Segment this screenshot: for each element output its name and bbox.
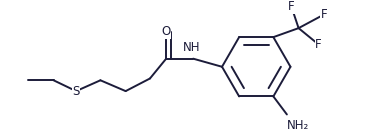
Text: NH: NH [183,41,200,54]
Text: F: F [321,8,327,21]
Text: F: F [288,0,295,13]
Text: NH₂: NH₂ [287,119,309,132]
Text: O: O [161,25,171,38]
Text: F: F [315,38,322,51]
Text: S: S [73,85,80,98]
